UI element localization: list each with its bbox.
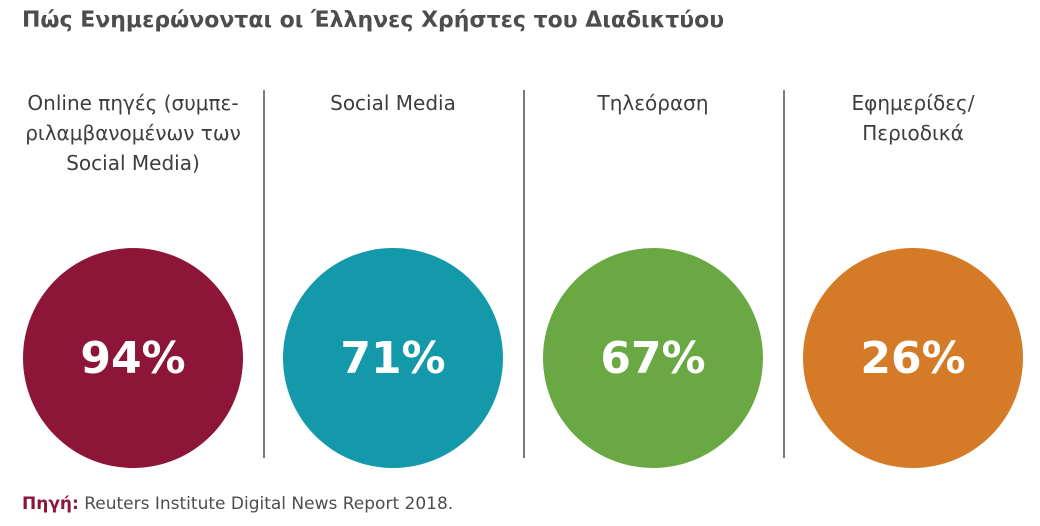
category-label-line: Online πηγές (συμπε-: [27, 91, 239, 115]
source-note: Πηγή: Reuters Institute Digital News Rep…: [22, 494, 453, 514]
column-divider: [263, 90, 265, 458]
category-label: Online πηγές (συμπε-ριλαμβανομένων των So…: [3, 88, 263, 178]
value-circle: 71%: [283, 248, 503, 468]
column-divider: [523, 90, 525, 458]
value-label: 26%: [860, 332, 966, 384]
value-label: 67%: [600, 332, 706, 384]
value-circle: 94%: [23, 248, 243, 468]
category-label-line: Τηλεόραση: [597, 91, 709, 115]
value-label: 94%: [80, 332, 186, 384]
category-label-line: Social Media): [66, 151, 200, 175]
chart-title: Πώς Ενημερώνονται οι Έλληνες Χρήστες του…: [22, 8, 725, 33]
value-label: 71%: [340, 332, 446, 384]
category-label: Εφημερίδες/Περιοδικά: [783, 88, 1040, 148]
category-label: Social Media: [263, 88, 523, 118]
category-label-line: Social Media: [330, 91, 456, 115]
category-label-line: Περιοδικά: [862, 121, 964, 145]
category-column: Εφημερίδες/Περιοδικά 26%: [783, 88, 1040, 478]
value-circle: 26%: [803, 248, 1023, 468]
value-circle: 67%: [543, 248, 763, 468]
category-label-line: ριλαμβανομένων των: [25, 121, 241, 145]
category-column: Social Media 71%: [263, 88, 523, 478]
category-column: Online πηγές (συμπε-ριλαμβανομένων των So…: [3, 88, 263, 478]
source-label: Πηγή:: [22, 494, 79, 514]
category-column: Τηλεόραση 67%: [523, 88, 783, 478]
category-label-line: Εφημερίδες/: [851, 91, 975, 115]
source-text: Reuters Institute Digital News Report 20…: [78, 494, 454, 514]
category-label: Τηλεόραση: [523, 88, 783, 118]
column-divider: [783, 90, 785, 458]
